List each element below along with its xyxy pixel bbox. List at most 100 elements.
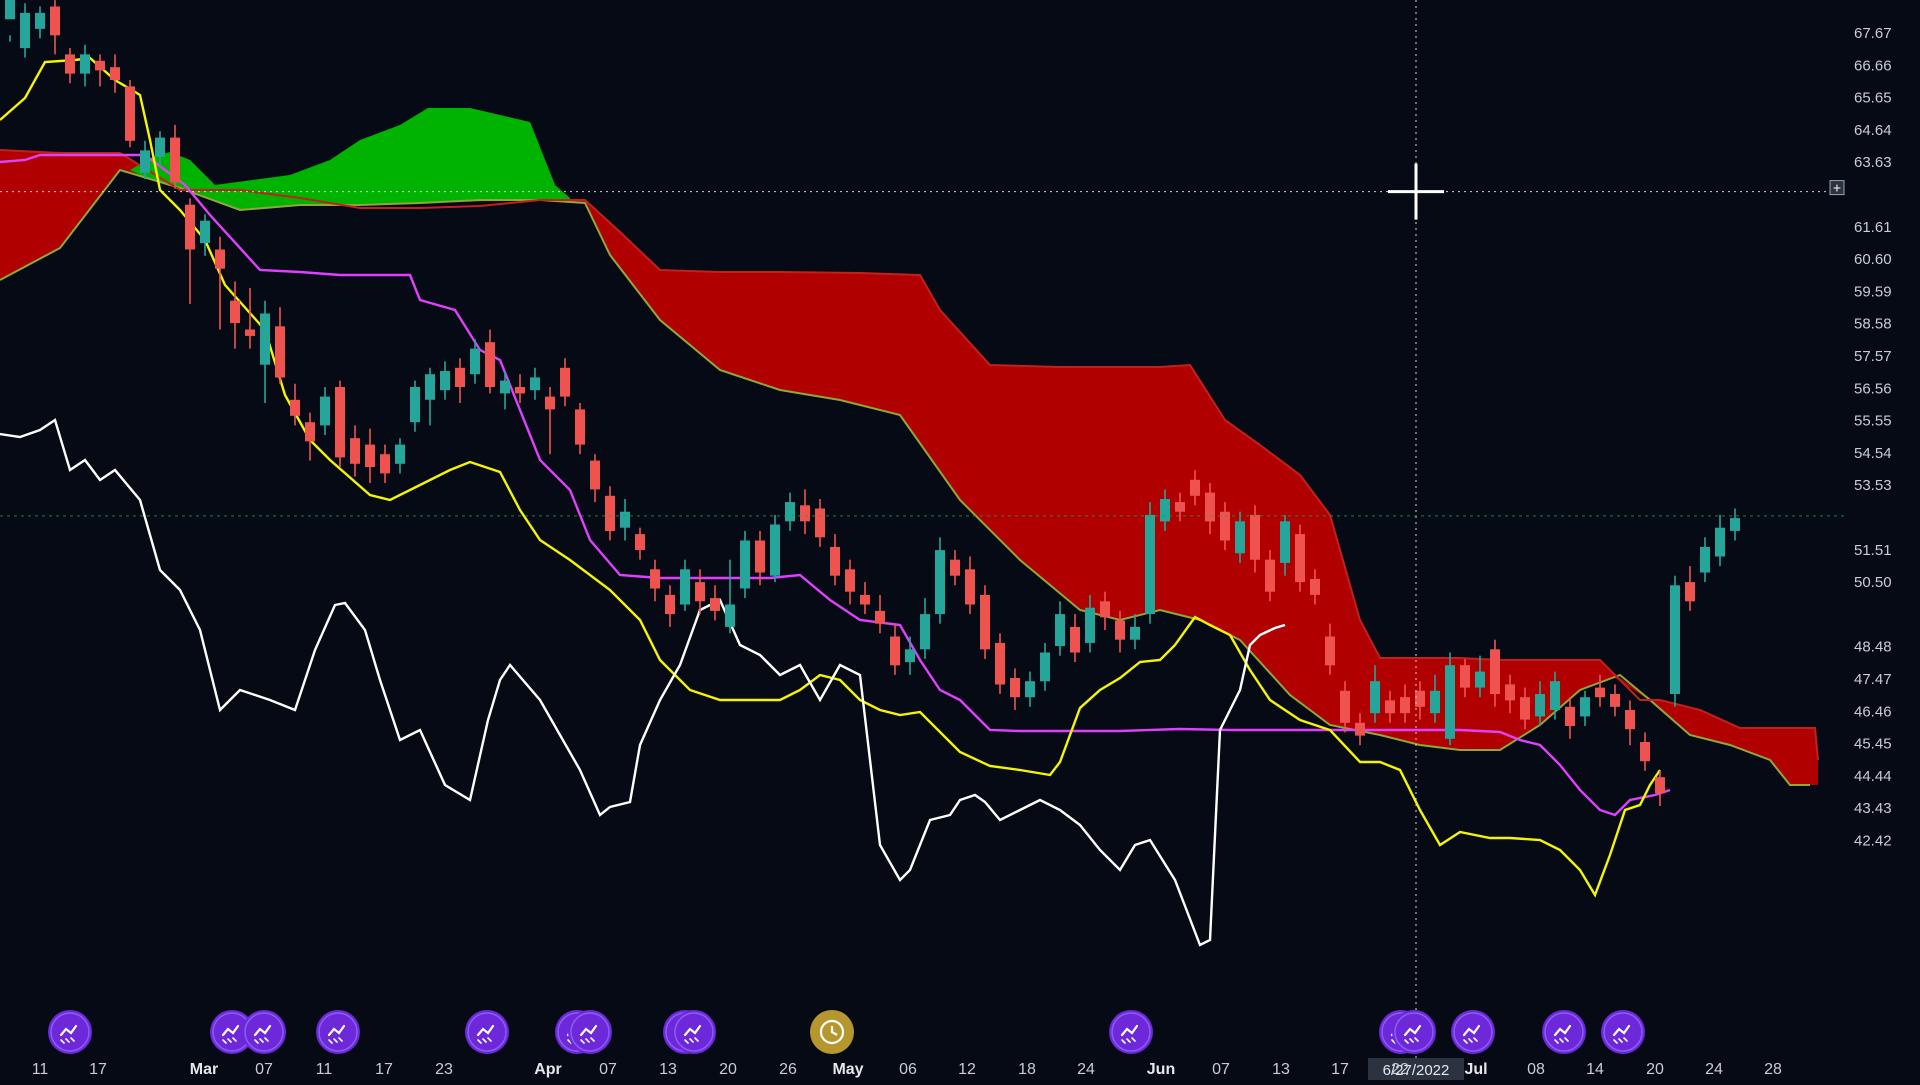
dividend-event[interactable] [1392, 1010, 1436, 1054]
dividend-event[interactable] [1542, 1010, 1586, 1054]
dividend-event[interactable] [672, 1010, 716, 1054]
time-tick-label: 18 [1018, 1061, 1036, 1078]
candle [185, 198, 195, 304]
candle-body [395, 444, 405, 464]
price-tick-label: 53.53 [1854, 477, 1892, 494]
time-tick-label: 08 [1527, 1061, 1545, 1078]
earnings-event[interactable] [810, 1010, 854, 1054]
candle [935, 537, 945, 624]
time-tick-label: 11 [32, 1061, 49, 1078]
time-tick-label: 28 [1764, 1061, 1782, 1078]
candle [1295, 524, 1305, 592]
candle [35, 6, 45, 39]
candle-body [1280, 521, 1290, 563]
candle [830, 534, 840, 586]
candle [1025, 671, 1035, 707]
candle-body [980, 594, 990, 650]
dividend-event[interactable] [568, 1010, 612, 1054]
candle [215, 236, 225, 330]
clock-hands-icon [830, 1026, 838, 1036]
price-tick-label: 50.50 [1854, 574, 1892, 591]
candle-body [1700, 546, 1710, 573]
time-tick-label: Mar [190, 1061, 218, 1078]
candle [920, 598, 930, 659]
candle-body [335, 387, 345, 458]
dividend-event[interactable] [1451, 1010, 1495, 1054]
handshake-icon [1612, 1024, 1631, 1037]
candle-body [230, 300, 240, 324]
price-tick-label: 61.61 [1854, 219, 1892, 236]
dividend-ring [467, 1012, 507, 1052]
candle-body [650, 569, 660, 589]
price-tick-label: 45.45 [1854, 736, 1892, 753]
candle-body [1010, 678, 1020, 698]
candle [65, 48, 75, 84]
dividend-event[interactable] [465, 1010, 509, 1054]
candle [890, 623, 900, 675]
price-tick-label: 44.44 [1854, 768, 1892, 785]
dividend-event[interactable] [1109, 1010, 1153, 1054]
candle-body [1715, 527, 1725, 557]
candle [1640, 732, 1650, 771]
dividend-event[interactable] [48, 1010, 92, 1054]
price-tick-label: 65.65 [1854, 90, 1892, 107]
price-tick-label: 51.51 [1854, 542, 1892, 559]
candle [1670, 575, 1680, 707]
candle-body [500, 380, 510, 394]
candle-body [920, 614, 930, 650]
candle-body [20, 12, 30, 49]
time-tick-label: 07 [1212, 1061, 1230, 1078]
price-axis[interactable]: 67.67 66.66 65.65 64.64 63.63 61.61 60.60 59.59… [1848, 0, 1920, 1080]
candle-body [725, 604, 735, 627]
crosshair-add-button[interactable] [1829, 180, 1845, 196]
price-tick-label: 63.63 [1854, 154, 1892, 171]
handshake-fingers-icon [684, 1037, 699, 1044]
dividend-event[interactable] [242, 1010, 286, 1054]
candle [725, 559, 735, 634]
handshake-fingers-icon [477, 1037, 492, 1044]
candle-body [1685, 582, 1695, 602]
handshake-icon [1553, 1024, 1572, 1037]
candle [260, 300, 270, 403]
candle [1400, 684, 1410, 723]
candle [5, 0, 15, 42]
candle-body [1505, 684, 1515, 701]
time-axis[interactable]: 11 17 Mar 07 11 17 23 Apr 07 13 20 26 May 06 12 18 24 Jun… [32, 1061, 1782, 1078]
event-icons[interactable] [48, 1010, 1645, 1054]
candle [605, 486, 615, 541]
dividend-event[interactable] [1601, 1010, 1645, 1054]
handshake-fingers-icon [60, 1037, 75, 1044]
time-tick-label: 07 [599, 1061, 617, 1078]
candle-body [440, 371, 450, 391]
price-axis-panel [1848, 0, 1920, 1080]
candle [1460, 658, 1470, 698]
candle-body [740, 540, 750, 589]
candle [1235, 511, 1245, 563]
candle [1250, 505, 1260, 573]
candle [1085, 594, 1095, 653]
candle-body [785, 502, 795, 522]
candle-body [365, 444, 375, 467]
dividend-event[interactable] [316, 1010, 360, 1054]
candle [875, 594, 885, 634]
candle-body [1415, 690, 1425, 707]
candle [1100, 591, 1110, 631]
base-line [0, 153, 1671, 817]
dividend-ring [1111, 1012, 1151, 1052]
candle [125, 80, 135, 148]
candle [1175, 492, 1185, 522]
dividend-ring [50, 1012, 90, 1052]
price-tick-label: 67.67 [1854, 25, 1892, 42]
candle [635, 527, 645, 560]
candle [845, 559, 855, 605]
candle [650, 559, 660, 602]
candle-body [905, 649, 915, 663]
handshake-icon [253, 1024, 272, 1037]
candle [380, 444, 390, 483]
candle [515, 374, 525, 403]
candle [200, 214, 210, 256]
candle-body [470, 348, 480, 375]
